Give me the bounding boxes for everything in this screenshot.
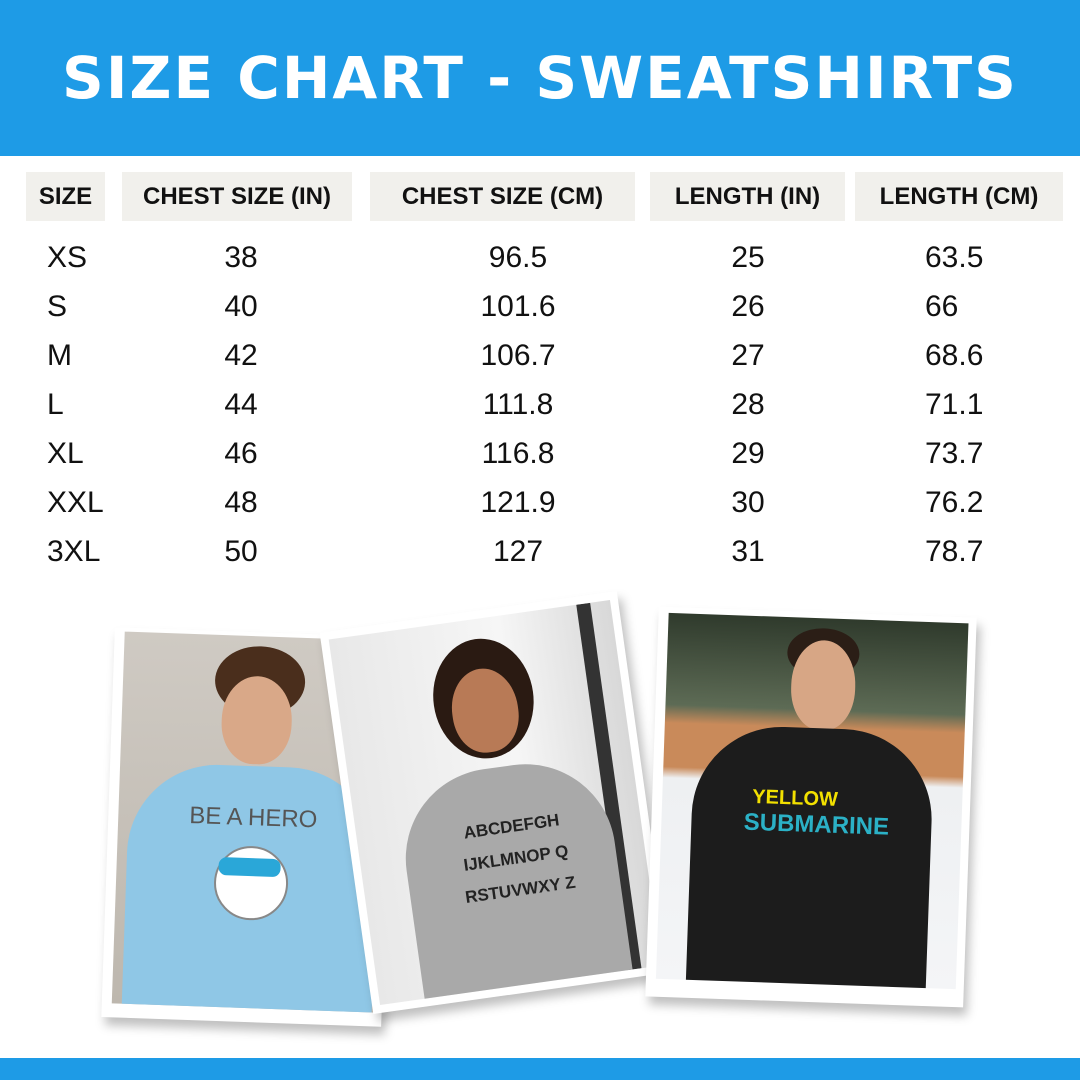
- shirt-print-text: YELLOW SUBMARINE: [731, 785, 903, 842]
- table-cell: 50: [224, 535, 258, 568]
- table-cell: 96.5: [488, 241, 548, 274]
- table-cell: S: [47, 290, 68, 323]
- table-cell: 116.8: [481, 437, 555, 470]
- title-banner: SIZE CHART - SWEATSHIRTS: [0, 0, 1080, 156]
- table-cell: 127: [492, 535, 544, 568]
- table-cell: 106.7: [480, 339, 556, 372]
- table-cell: XL: [47, 437, 84, 470]
- table-cell: 27: [731, 339, 765, 372]
- table-cell: 30: [731, 486, 765, 519]
- table-cell: 78.7: [925, 535, 984, 568]
- table-cell: 38: [224, 241, 258, 274]
- print-line: SUBMARINE: [743, 808, 890, 841]
- column-header: LENGTH (CM): [855, 172, 1063, 221]
- table-cell: 44: [224, 388, 258, 421]
- table-cell: 101.6: [480, 290, 556, 323]
- table-cell: 68.6: [925, 339, 984, 372]
- table-cell: 71.1: [925, 388, 984, 421]
- table-cell: 63.5: [925, 241, 984, 274]
- table-cell: 29: [731, 437, 765, 470]
- page-title: SIZE CHART - SWEATSHIRTS: [62, 44, 1018, 112]
- table-cell: 26: [731, 290, 765, 323]
- table-cell: 121.9: [480, 486, 556, 519]
- photo-grey-sweatshirt: ABCDEFGH IJKLMNOP Q RSTUVWXY Z: [319, 590, 671, 1015]
- column-header: LENGTH (IN): [650, 172, 845, 221]
- table-cell: 48: [224, 486, 258, 519]
- table-cell: 31: [731, 535, 765, 568]
- table-cell: 46: [224, 437, 258, 470]
- table-cell: L: [47, 388, 64, 421]
- table-cell: 66: [925, 290, 959, 323]
- table-cell: 40: [224, 290, 258, 323]
- table-cell: XXL: [47, 486, 104, 519]
- column-header: CHEST SIZE (CM): [370, 172, 635, 221]
- photo-black-sweatshirt: YELLOW SUBMARINE: [645, 606, 977, 1008]
- table-cell: XS: [47, 241, 88, 274]
- table-cell: 73.7: [925, 437, 984, 470]
- table-cell: 42: [224, 339, 258, 372]
- table-cell: 25: [731, 241, 765, 274]
- column-header: CHEST SIZE (IN): [122, 172, 352, 221]
- column-header: SIZE: [26, 172, 105, 221]
- bottom-stripe: [0, 1058, 1080, 1080]
- table-cell: 111.8: [482, 388, 554, 421]
- table-cell: 28: [731, 388, 765, 421]
- table-cell: M: [47, 339, 72, 372]
- table-cell: 3XL: [47, 535, 101, 568]
- table-cell: 76.2: [925, 486, 984, 519]
